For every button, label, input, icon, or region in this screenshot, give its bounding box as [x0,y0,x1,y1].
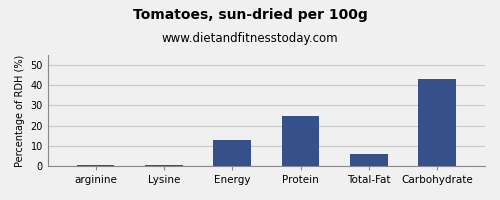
Bar [418,79,456,166]
Text: Tomatoes, sun-dried per 100g: Tomatoes, sun-dried per 100g [132,8,368,22]
Bar [350,154,388,166]
Bar [77,165,114,166]
Bar [214,140,251,166]
Y-axis label: Percentage of RDH (%): Percentage of RDH (%) [15,54,25,167]
Bar [145,165,182,166]
Bar [282,116,320,166]
Text: www.dietandfitnesstoday.com: www.dietandfitnesstoday.com [162,32,338,45]
